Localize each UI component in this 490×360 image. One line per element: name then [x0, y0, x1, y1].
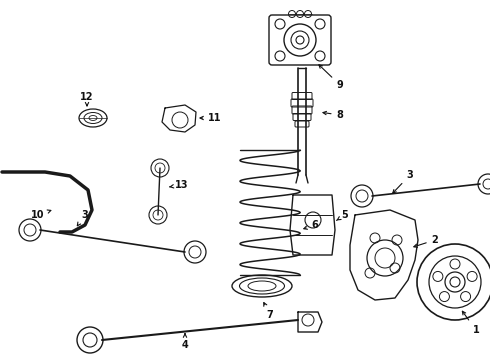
Text: 9: 9	[319, 65, 343, 90]
Text: 10: 10	[31, 210, 51, 220]
Text: 3: 3	[393, 170, 414, 193]
Text: 2: 2	[414, 235, 439, 247]
Text: 1: 1	[463, 311, 479, 335]
Text: 13: 13	[170, 180, 189, 190]
Text: 7: 7	[264, 303, 273, 320]
Text: 4: 4	[182, 334, 188, 350]
Text: 11: 11	[200, 113, 222, 123]
Text: 12: 12	[80, 92, 94, 106]
Text: 8: 8	[323, 110, 343, 120]
Text: 3: 3	[77, 210, 88, 226]
Text: 6: 6	[304, 220, 318, 230]
Text: 5: 5	[337, 210, 348, 220]
